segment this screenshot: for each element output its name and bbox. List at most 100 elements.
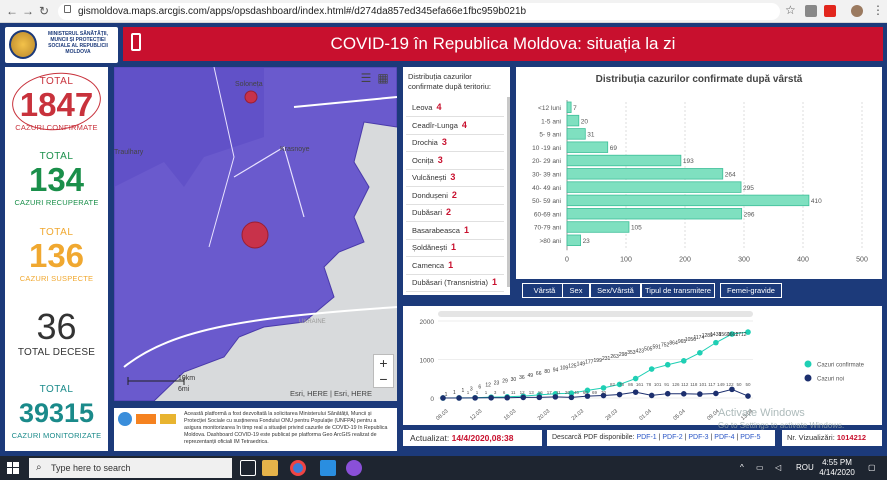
map-view[interactable]: Soloneța Krasnoye Traulhary UKRAINE ☰ ▦: [114, 67, 397, 401]
age-bar[interactable]: [566, 128, 586, 140]
chart-tab[interactable]: Sex/Vârstă: [590, 283, 641, 298]
chart-tab[interactable]: Femei-gravide: [720, 283, 782, 298]
series-point[interactable]: [600, 385, 607, 391]
series-point[interactable]: [680, 358, 687, 364]
territory-row[interactable]: Drochia 3: [406, 133, 504, 152]
series-point[interactable]: [745, 393, 751, 399]
clock[interactable]: 4:55 PM 4/14/2020: [812, 458, 862, 478]
extension-icon[interactable]: [805, 5, 817, 17]
age-bar[interactable]: [566, 168, 724, 180]
pdf-link[interactable]: PDF-2: [662, 434, 683, 441]
series-point[interactable]: [664, 390, 671, 397]
network-icon[interactable]: ▭: [756, 463, 764, 472]
territory-row[interactable]: Dondușeni 2: [406, 186, 504, 205]
series-point[interactable]: [713, 390, 719, 397]
zoom-in-button[interactable]: +: [379, 355, 388, 371]
series-point[interactable]: [632, 389, 639, 395]
territory-row[interactable]: Șoldănești 1: [406, 238, 504, 257]
age-bar[interactable]: [566, 194, 810, 207]
territory-row[interactable]: Camenca 1: [406, 256, 504, 275]
firefox-icon[interactable]: [346, 460, 362, 476]
series-point[interactable]: [440, 395, 446, 401]
series-point[interactable]: [616, 381, 623, 388]
age-bar[interactable]: [566, 114, 580, 127]
pdf-link[interactable]: PDF-5: [740, 434, 761, 441]
chrome-icon[interactable]: [290, 460, 306, 476]
data-label: 1: [445, 392, 448, 398]
taskbar-search[interactable]: Type here to search: [29, 458, 232, 478]
notifications-icon[interactable]: ▢: [868, 463, 876, 472]
series-point[interactable]: [648, 392, 655, 399]
series-point[interactable]: [584, 387, 591, 394]
series-point[interactable]: [568, 390, 575, 396]
volume-icon[interactable]: ◁: [775, 463, 782, 472]
file-explorer-icon[interactable]: [262, 460, 278, 476]
territory-row[interactable]: Dubăsari 2: [406, 203, 504, 222]
age-bar[interactable]: [566, 154, 682, 167]
series-point[interactable]: [632, 375, 639, 382]
pdf-link[interactable]: PDF-1: [636, 434, 657, 441]
back-icon[interactable]: ←: [6, 4, 18, 18]
series-point[interactable]: [729, 331, 735, 337]
age-bar[interactable]: [566, 181, 742, 193]
series-point[interactable]: [697, 391, 703, 397]
age-bar[interactable]: [566, 234, 581, 247]
age-bar[interactable]: [566, 207, 743, 220]
stat-label: TOTAL: [39, 76, 74, 87]
x-tick-label: 0: [565, 256, 569, 263]
series-point[interactable]: [456, 395, 462, 401]
chart-tab[interactable]: Tipul de transmitere: [641, 283, 715, 298]
series-point[interactable]: [488, 394, 494, 401]
series-point[interactable]: [648, 366, 655, 372]
age-bar[interactable]: [566, 141, 609, 153]
series-point[interactable]: [729, 386, 735, 393]
data-label: 1: [485, 390, 488, 395]
data-label: 161: [636, 382, 644, 387]
task-view-icon[interactable]: [240, 460, 256, 476]
scrollbar[interactable]: [507, 97, 510, 287]
territory-row[interactable]: Ocnița 3: [406, 151, 504, 170]
map-canvas[interactable]: Soloneța Krasnoye Traulhary UKRAINE: [114, 67, 397, 401]
series-point[interactable]: [584, 393, 591, 399]
zoom-out-button[interactable]: −: [379, 371, 388, 387]
age-bar[interactable]: [566, 101, 572, 114]
series-point[interactable]: [472, 395, 478, 401]
address-bar[interactable]: gismoldova.maps.arcgis.com/apps/opsdashb…: [58, 3, 780, 20]
series-point[interactable]: [600, 392, 607, 399]
territory-row[interactable]: Dubăsari (Transnistria) 1: [406, 273, 504, 292]
edge-icon[interactable]: [320, 460, 336, 476]
series-point[interactable]: [713, 339, 719, 346]
series-point[interactable]: [664, 361, 671, 368]
chart-tab[interactable]: Sex: [562, 283, 590, 298]
opera-extension-icon[interactable]: [824, 5, 836, 17]
series-point[interactable]: [616, 391, 623, 398]
forward-icon[interactable]: →: [22, 4, 34, 18]
age-bar[interactable]: [566, 221, 630, 233]
bookmark-star-icon[interactable]: ☆: [785, 3, 796, 17]
legend-icon[interactable]: ☰: [360, 71, 372, 85]
profile-avatar[interactable]: [851, 5, 863, 17]
series-point[interactable]: [536, 394, 543, 401]
windows-start-icon[interactable]: [7, 462, 19, 474]
series-point[interactable]: [680, 391, 687, 397]
mobile-phone-icon[interactable]: [131, 33, 141, 51]
territory-row[interactable]: Leova 4: [406, 98, 504, 117]
series-point[interactable]: [504, 394, 511, 401]
series-point[interactable]: [697, 350, 703, 356]
territory-row[interactable]: Vulcănești 3: [406, 168, 504, 187]
reload-icon[interactable]: ↻: [39, 4, 50, 18]
basemap-icon[interactable]: ▦: [377, 71, 389, 85]
pdf-link[interactable]: PDF-3: [688, 434, 709, 441]
series-point[interactable]: [745, 329, 751, 335]
pdf-link[interactable]: PDF-4: [714, 434, 735, 441]
series-point[interactable]: [552, 394, 559, 400]
tray-arrow-icon[interactable]: ^: [740, 463, 744, 472]
series-point[interactable]: [568, 394, 575, 401]
series-point[interactable]: [520, 394, 527, 401]
menu-icon[interactable]: ⋮: [872, 3, 884, 17]
chart-tab[interactable]: Vârstă: [522, 283, 567, 298]
territory-row[interactable]: Ceadîr-Lunga 4: [406, 116, 504, 135]
territory-row[interactable]: Basarabeasca 1: [406, 221, 504, 240]
stat-label: TOTAL: [39, 227, 74, 238]
language-indicator[interactable]: ROU: [796, 463, 814, 472]
